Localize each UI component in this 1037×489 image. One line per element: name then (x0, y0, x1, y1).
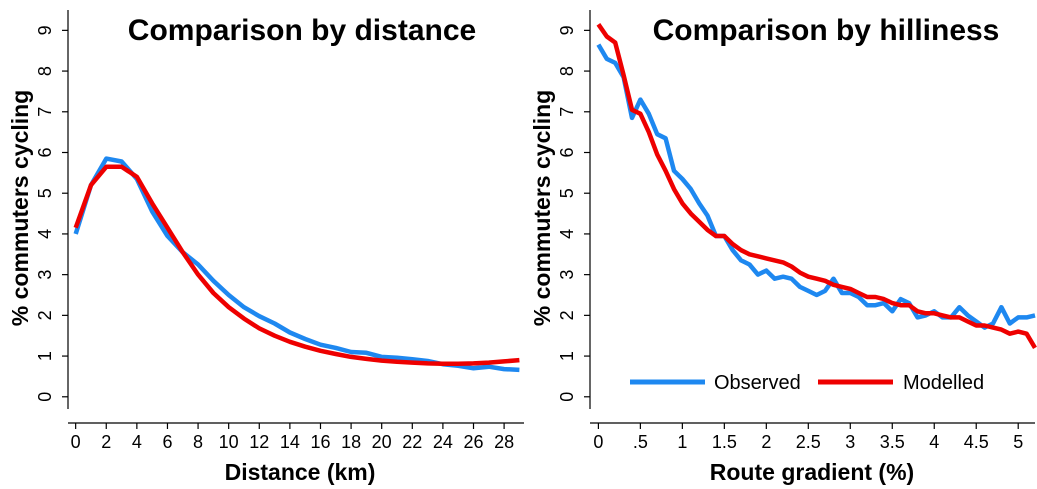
x-tick-label: 6 (162, 432, 172, 452)
x-tick-label: 3 (845, 432, 855, 452)
chart-distance: Comparison by distance % commuters cycli… (7, 10, 524, 485)
x-tick-label: 3.5 (880, 432, 905, 452)
x-tick-label: 26 (463, 432, 483, 452)
x-tick-label: 4.5 (964, 432, 989, 452)
x-tick-label: .5 (633, 432, 648, 452)
y-tick-label: 2 (557, 310, 577, 320)
y-tick-label: 7 (35, 107, 55, 117)
y-tick-label: 2 (35, 310, 55, 320)
x-tick-label: 4 (132, 432, 142, 452)
x-tick-label: 24 (433, 432, 453, 452)
x-tick-label: 0 (71, 432, 81, 452)
chart-title: Comparison by distance (128, 14, 476, 47)
chart-title: Comparison by hilliness (653, 14, 1000, 47)
x-tick-label: 1.5 (712, 432, 737, 452)
x-tick-label: 2 (761, 432, 771, 452)
legend-label-modelled: Modelled (903, 372, 984, 394)
y-tick-label: 5 (557, 188, 577, 198)
y-tick-label: 9 (35, 25, 55, 35)
y-tick-label: 4 (557, 229, 577, 239)
y-tick-label: 8 (557, 66, 577, 76)
x-tick-label: 22 (402, 432, 422, 452)
y-tick-label: 6 (557, 147, 577, 157)
y-axis-label: % commuters cycling (529, 90, 555, 326)
series-line-modelled (596, 23, 1037, 350)
x-tick-label: 0 (593, 432, 603, 452)
y-tick-label: 5 (35, 188, 55, 198)
y-tick-label: 4 (35, 229, 55, 239)
legend: Observed Modelled (630, 372, 984, 394)
x-tick-label: 5 (1013, 432, 1023, 452)
x-tick-label: 8 (193, 432, 203, 452)
y-axis-label: % commuters cycling (7, 90, 33, 326)
y-tick-label: 0 (557, 392, 577, 402)
legend-label-observed: Observed (714, 372, 801, 394)
x-tick-label: 1 (677, 432, 687, 452)
x-tick-label: 2 (101, 432, 111, 452)
x-tick-label: 10 (219, 432, 239, 452)
x-tick-label: 2.5 (796, 432, 821, 452)
chart-hilliness: Comparison by hilliness % commuters cycl… (529, 10, 1037, 485)
x-axis-label: Distance (km) (225, 459, 376, 485)
series-line-observed (596, 43, 1036, 330)
x-tick-label: 20 (372, 432, 392, 452)
y-tick-label: 9 (557, 25, 577, 35)
y-tick-label: 7 (557, 107, 577, 117)
y-tick-label: 3 (557, 270, 577, 280)
y-tick-label: 8 (35, 66, 55, 76)
y-tick-label: 0 (35, 392, 55, 402)
x-tick-label: 18 (341, 432, 361, 452)
series-line-modelled (73, 164, 520, 367)
y-tick-label: 1 (557, 351, 577, 361)
x-tick-label: 14 (280, 432, 300, 452)
x-axis-label: Route gradient (%) (710, 459, 914, 485)
y-tick-label: 3 (35, 270, 55, 280)
x-tick-label: 16 (310, 432, 330, 452)
x-tick-label: 28 (494, 432, 514, 452)
x-tick-label: 4 (929, 432, 939, 452)
y-tick-label: 6 (35, 147, 55, 157)
x-tick-label: 12 (249, 432, 269, 452)
y-tick-label: 1 (35, 351, 55, 361)
